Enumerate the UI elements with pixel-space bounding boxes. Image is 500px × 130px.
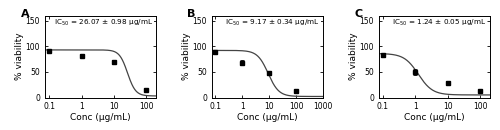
Text: IC$_{50}$ = 26.07 ± 0.98 μg/mL: IC$_{50}$ = 26.07 ± 0.98 μg/mL bbox=[54, 18, 153, 28]
Y-axis label: % viability: % viability bbox=[15, 33, 24, 80]
Text: IC$_{50}$ = 9.17 ± 0.34 μg/mL: IC$_{50}$ = 9.17 ± 0.34 μg/mL bbox=[225, 18, 320, 28]
Text: C: C bbox=[354, 9, 362, 19]
Text: A: A bbox=[20, 9, 29, 19]
X-axis label: Conc (μg/mL): Conc (μg/mL) bbox=[404, 113, 464, 122]
Text: IC$_{50}$ = 1.24 ± 0.05 μg/mL: IC$_{50}$ = 1.24 ± 0.05 μg/mL bbox=[392, 18, 486, 28]
X-axis label: Conc (μg/mL): Conc (μg/mL) bbox=[70, 113, 131, 122]
X-axis label: Conc (μg/mL): Conc (μg/mL) bbox=[237, 113, 298, 122]
Y-axis label: % viability: % viability bbox=[182, 33, 191, 80]
Text: B: B bbox=[188, 9, 196, 19]
Y-axis label: % viability: % viability bbox=[349, 33, 358, 80]
